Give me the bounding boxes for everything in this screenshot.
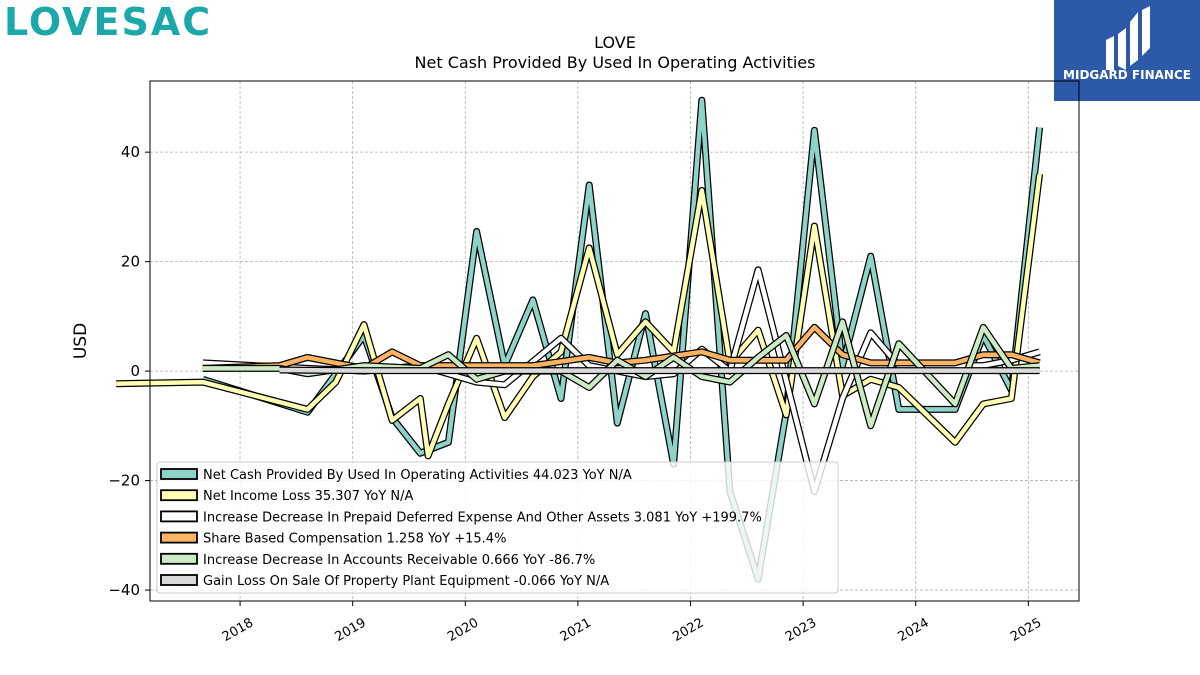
legend-label: Gain Loss On Sale Of Property Plant Equi… xyxy=(203,574,609,589)
legend-label: Net Income Loss 35.307 YoY N/A xyxy=(203,489,414,504)
y-tick-label: 0 xyxy=(130,362,140,380)
x-tick-label: 2020 xyxy=(445,615,481,645)
x-tick-label: 2024 xyxy=(896,615,932,645)
legend-swatch xyxy=(160,489,198,502)
chart-title: LOVE xyxy=(594,33,636,52)
legend-item-4: Share Based Compensation 1.258 YoY +15.4… xyxy=(160,531,506,547)
legend: Net Cash Provided By Used In Operating A… xyxy=(156,461,839,594)
y-tick-label: −40 xyxy=(108,581,140,599)
x-tick-label: 2023 xyxy=(783,615,819,645)
legend-item-3: Increase Decrease In Prepaid Deferred Ex… xyxy=(160,510,762,525)
legend-item-2: Net Income Loss 35.307 YoY N/A xyxy=(160,489,414,504)
y-tick-label: 40 xyxy=(121,143,140,161)
y-tick-label: 20 xyxy=(121,253,140,271)
legend-label: Net Cash Provided By Used In Operating A… xyxy=(203,468,632,483)
plot-area-frame xyxy=(149,80,1080,602)
legend-swatch xyxy=(160,574,198,586)
lovesac-logo: LOVESAC xyxy=(4,0,213,44)
x-tick-label: 2025 xyxy=(1008,615,1044,645)
x-tick-label: 2019 xyxy=(333,615,369,645)
y-tick-label: −20 xyxy=(108,472,140,490)
x-tick-label: 2022 xyxy=(670,615,706,645)
x-tick-label: 2018 xyxy=(220,615,256,645)
midgard-logo-text: MIDGARD FINANCE xyxy=(1063,68,1191,82)
legend-item-1: Net Cash Provided By Used In Operating A… xyxy=(160,468,632,483)
legend-swatch xyxy=(160,552,198,565)
legend-label: Increase Decrease In Accounts Receivable… xyxy=(203,553,595,568)
series-line-2 xyxy=(116,173,1044,460)
legend-swatch xyxy=(160,531,198,544)
midgard-mark-icon xyxy=(1106,6,1150,70)
series-line-5 xyxy=(202,318,1040,430)
legend-item-6: Gain Loss On Sale Of Property Plant Equi… xyxy=(160,574,609,589)
series-stroke xyxy=(202,319,1040,429)
series-stroke xyxy=(279,367,1040,373)
chart-subtitle: Net Cash Provided By Used In Operating A… xyxy=(415,53,816,72)
series-stroke xyxy=(116,173,1042,459)
legend-swatch xyxy=(160,510,198,523)
series-lines xyxy=(116,96,1044,583)
midgard-finance-logo: MIDGARD FINANCE xyxy=(1054,0,1200,101)
y-axis-label: USD xyxy=(71,323,91,359)
legend-item-5: Increase Decrease In Accounts Receivable… xyxy=(160,552,595,568)
legend-label: Share Based Compensation 1.258 YoY +15.4… xyxy=(203,532,506,547)
legend-swatch xyxy=(160,468,198,480)
legend-label: Increase Decrease In Prepaid Deferred Ex… xyxy=(203,510,762,525)
series-line-6 xyxy=(279,366,1040,375)
x-tick-label: 2021 xyxy=(558,615,594,645)
legend-box xyxy=(156,461,839,594)
